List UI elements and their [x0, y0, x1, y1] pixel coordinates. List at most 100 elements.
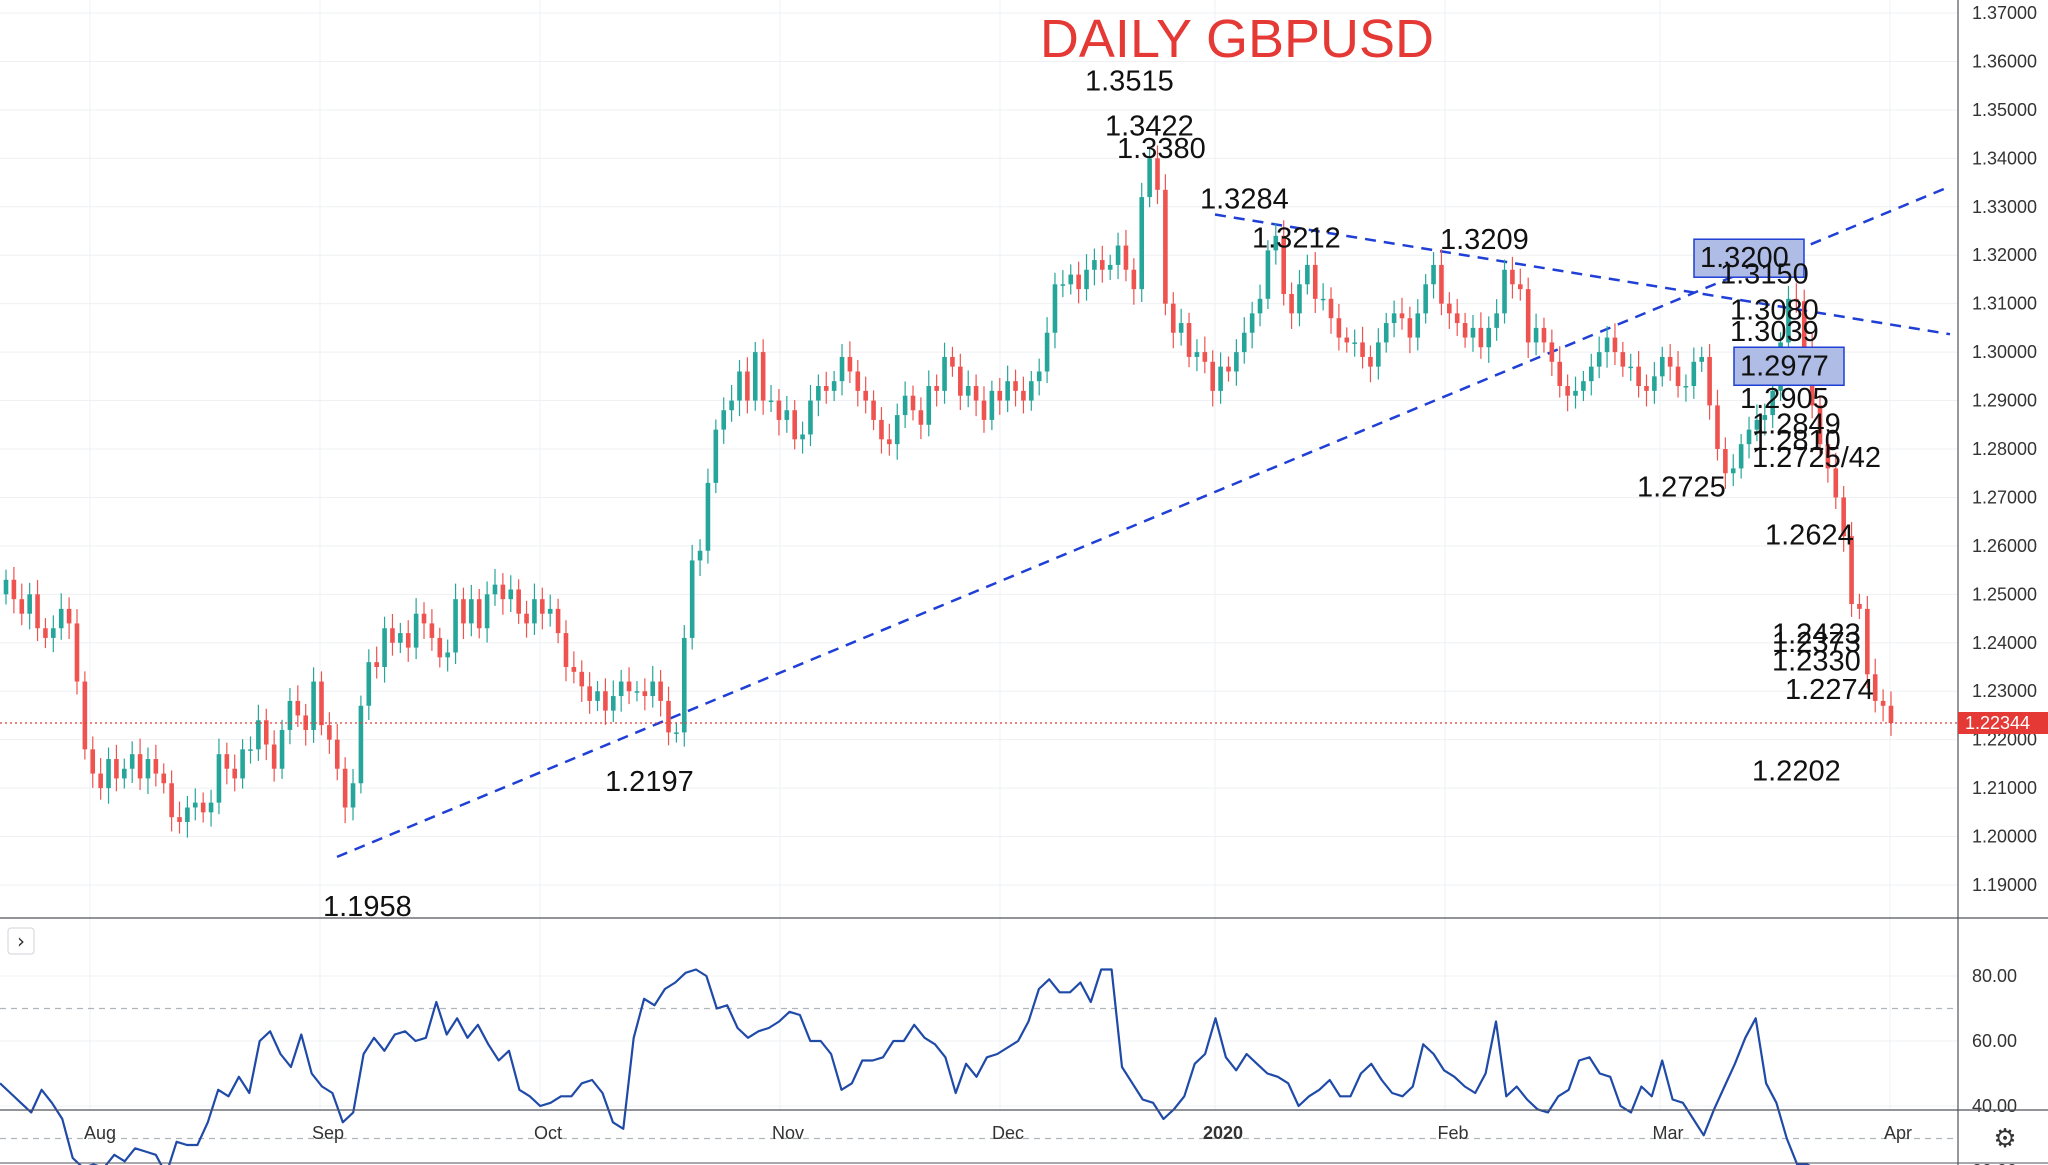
- candle-body: [390, 628, 395, 643]
- price-tick-label: 1.26000: [1972, 536, 2037, 556]
- candle-body: [524, 613, 529, 624]
- candle-body: [1723, 449, 1728, 474]
- candle-body: [839, 356, 845, 382]
- candle-body: [161, 773, 167, 784]
- candle-body: [1029, 381, 1034, 401]
- price-tick-label: 1.23000: [1972, 681, 2037, 701]
- candle-body: [90, 749, 96, 774]
- candle-body: [1202, 352, 1208, 362]
- candle-body: [1399, 313, 1405, 319]
- price-annotation: 1.2725/42: [1752, 442, 1881, 474]
- price-tick-label: 1.19000: [1972, 875, 2037, 895]
- candle-body: [1131, 269, 1137, 290]
- candle-body: [1099, 260, 1105, 270]
- price-annotation: 1.2197: [605, 766, 694, 798]
- candle-body: [595, 691, 600, 701]
- candle-body: [1312, 264, 1318, 299]
- candle-body: [1107, 264, 1113, 270]
- month-label: Apr: [1884, 1123, 1912, 1143]
- candle-body: [1841, 497, 1846, 537]
- candle-body: [1636, 366, 1641, 387]
- candle-body: [413, 613, 419, 648]
- candle-body: [1872, 674, 1878, 701]
- candle-body: [674, 732, 679, 734]
- candle-body: [1115, 245, 1121, 265]
- candle-body: [1383, 323, 1389, 343]
- candle-body: [453, 599, 458, 653]
- grid-lines: [0, 0, 1958, 1140]
- price-tick-label: 1.36000: [1972, 51, 2037, 71]
- candle-body: [1786, 298, 1791, 343]
- price-tick-label: 1.31000: [1972, 294, 2037, 314]
- candle-body: [563, 633, 569, 667]
- candle-body: [279, 729, 285, 769]
- candle-body: [1510, 269, 1515, 285]
- candle-body: [1170, 303, 1176, 333]
- price-annotation: 1.3039: [1730, 316, 1819, 348]
- settings-gear-icon[interactable]: ⚙: [1993, 1124, 2016, 1154]
- price-annotation: 1.2624: [1765, 519, 1854, 551]
- candle-body: [153, 759, 159, 774]
- candle-body: [319, 681, 324, 726]
- candle-body: [1478, 327, 1484, 348]
- candle-body: [1415, 313, 1421, 338]
- candle-body: [618, 681, 624, 697]
- candle-body: [1423, 284, 1428, 314]
- candle-body: [476, 599, 482, 629]
- candle-body: [760, 352, 766, 401]
- candle-body: [1391, 313, 1397, 324]
- price-annotation: 1.2274: [1785, 674, 1874, 706]
- candle-body: [177, 817, 182, 823]
- candle-body: [997, 390, 1003, 401]
- candle-body: [1541, 327, 1547, 343]
- candle-body: [1573, 390, 1578, 396]
- candle-body: [729, 400, 734, 411]
- candle-body: [540, 599, 545, 614]
- candle-body: [1439, 264, 1444, 304]
- candle-body: [855, 371, 861, 391]
- rising-trendline: [336, 185, 1951, 859]
- candle-body: [1084, 269, 1089, 290]
- candle-body: [579, 671, 585, 687]
- collapse-pane-button[interactable]: ›: [7, 927, 35, 955]
- candle-body: [784, 410, 790, 420]
- candle-body: [1730, 468, 1736, 474]
- candle-body: [334, 739, 340, 769]
- candle-body: [256, 720, 261, 750]
- price-annotation: 1.2373: [1772, 627, 1861, 659]
- candle-body: [492, 584, 498, 595]
- candlestick-series: [0, 145, 1958, 838]
- candle-body: [129, 754, 135, 769]
- candle-body: [831, 381, 837, 391]
- candle-body: [934, 386, 939, 391]
- candle-body: [902, 395, 908, 416]
- candle-body: [965, 386, 971, 396]
- candle-body: [1628, 366, 1634, 369]
- candle-body: [1060, 284, 1066, 286]
- candle-body: [1581, 381, 1586, 391]
- candle-body: [1068, 274, 1074, 285]
- candle-body: [1021, 390, 1026, 401]
- candle-body: [697, 550, 703, 561]
- candle-body: [547, 608, 553, 614]
- price-annotation: 1.3515: [1085, 66, 1174, 98]
- candle-body: [532, 599, 537, 624]
- candle-body: [421, 613, 427, 624]
- candle-body: [555, 608, 561, 634]
- candle-body: [327, 725, 332, 740]
- candle-body: [973, 386, 979, 401]
- price-tick-label: 1.25000: [1972, 584, 2037, 604]
- candle-body: [1502, 269, 1507, 314]
- price-annotation: 1.3380: [1117, 133, 1206, 165]
- candle-body: [1565, 386, 1570, 396]
- month-label: Nov: [772, 1123, 804, 1143]
- candle-body: [1604, 337, 1610, 353]
- price-annotation: 1.3200: [1700, 242, 1789, 274]
- candle-body: [19, 599, 25, 614]
- candle-body: [3, 579, 9, 595]
- candle-body: [894, 415, 900, 445]
- candle-body: [681, 637, 687, 733]
- candle-body: [950, 356, 955, 367]
- candle-body: [484, 594, 490, 629]
